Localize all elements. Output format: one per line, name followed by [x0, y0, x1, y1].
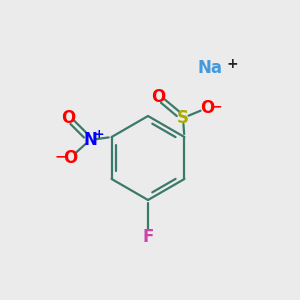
- Text: O: O: [63, 149, 77, 167]
- Text: N: N: [83, 131, 97, 149]
- Text: +: +: [94, 128, 104, 140]
- Text: F: F: [142, 228, 154, 246]
- Text: O: O: [151, 88, 165, 106]
- Text: S: S: [177, 109, 189, 127]
- Text: O: O: [200, 99, 214, 117]
- Text: +: +: [226, 57, 238, 71]
- Text: −: −: [54, 149, 66, 163]
- Text: Na: Na: [197, 59, 223, 77]
- Text: −: −: [210, 99, 222, 113]
- Text: O: O: [61, 109, 75, 127]
